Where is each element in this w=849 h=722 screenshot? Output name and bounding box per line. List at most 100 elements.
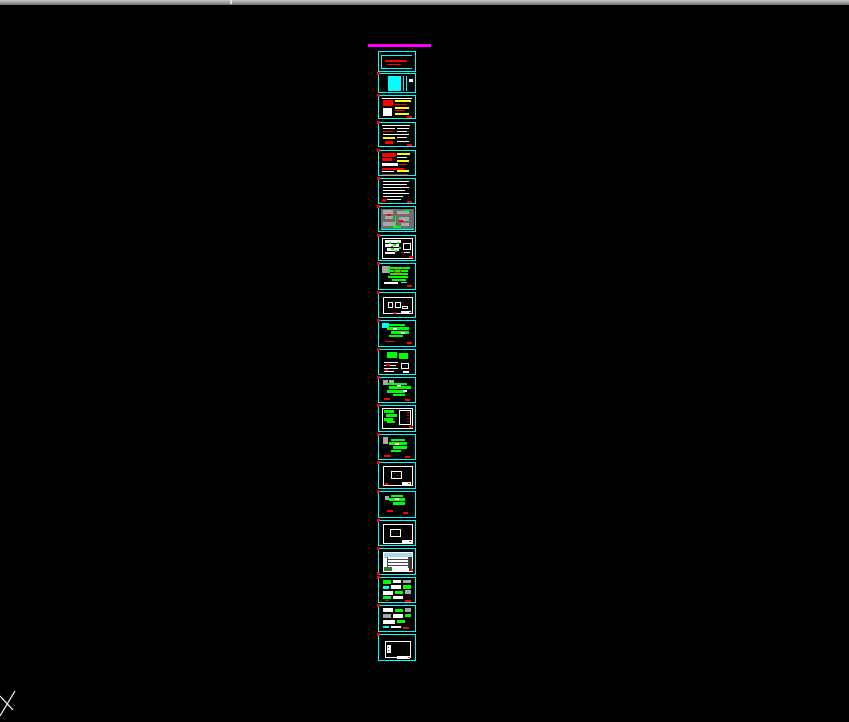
drawing-shape <box>409 541 411 542</box>
sheet-thumbnail-landscape-plan-3[interactable] <box>377 433 416 460</box>
drawing-shape <box>393 614 403 618</box>
drawing-shape <box>405 600 411 602</box>
sheet-thumbnail-rendering-sheet[interactable] <box>377 547 416 575</box>
drawing-shape <box>403 512 408 514</box>
drawing-shape <box>408 657 410 658</box>
drawing-shape <box>395 609 403 612</box>
sheet-thumbnail-detail-plan-2[interactable] <box>377 604 416 632</box>
drawing-shape <box>399 217 409 221</box>
drawing-shape <box>393 226 401 228</box>
drawing-shape <box>385 216 393 219</box>
drawing-shape <box>399 220 403 222</box>
drawing-shape <box>394 477 395 478</box>
drawing-shape <box>387 199 401 200</box>
drawing-shape <box>385 252 395 254</box>
drawing-shape <box>393 394 405 396</box>
drawing-shape <box>395 498 399 500</box>
drawing-shape <box>397 141 409 142</box>
drawing-shape <box>405 590 411 594</box>
drawing-shape <box>395 104 407 105</box>
drawing-shape <box>377 461 380 464</box>
sheet-thumbnail-detail-plan-1[interactable] <box>377 576 416 603</box>
drawing-shape <box>382 168 404 170</box>
drawing-shape <box>381 229 414 230</box>
magenta-polyline-entity[interactable] <box>368 44 431 47</box>
sheet-thumbnail-landscape-plan-2[interactable] <box>377 376 416 403</box>
drawing-shape <box>377 72 380 75</box>
model-space-viewport[interactable] <box>0 5 849 722</box>
drawing-shape <box>403 390 407 392</box>
drawing-shape <box>395 110 405 111</box>
drawing-shape <box>377 604 380 607</box>
drawing-shape <box>384 567 392 571</box>
drawing-shape <box>382 174 408 175</box>
drawing-shape <box>388 565 408 566</box>
drawing-shape <box>395 443 399 445</box>
drawing-shape <box>377 547 380 550</box>
drawing-shape <box>393 328 397 330</box>
drawing-shape <box>397 160 409 162</box>
drawing-shape <box>382 98 412 99</box>
drawing-shape <box>401 311 411 314</box>
drawing-shape <box>384 371 394 372</box>
toolbar-divider <box>230 0 232 4</box>
sheet-thumbnail-notes-sheet-1[interactable] <box>377 94 416 119</box>
drawing-shape <box>403 76 404 91</box>
drawing-shape <box>405 456 410 458</box>
drawing-shape <box>409 79 413 82</box>
sheet-thumbnail-cover-sheet[interactable] <box>378 51 416 72</box>
drawing-shape <box>397 153 410 155</box>
drawing-shape <box>392 279 406 281</box>
toolbar-strip[interactable] <box>0 0 849 5</box>
drawing-shape <box>383 608 393 612</box>
sheet-thumbnail-roof-plan[interactable] <box>377 490 416 518</box>
drawing-shape <box>387 383 407 385</box>
drawing-shape <box>407 412 409 413</box>
drawing-shape <box>383 524 413 544</box>
sheet-thumbnail-title-page[interactable] <box>377 72 416 93</box>
drawing-shape <box>387 421 395 423</box>
drawing-shape <box>407 415 409 416</box>
drawing-shape <box>383 591 393 595</box>
drawing-shape <box>383 187 409 188</box>
sheet-thumbnail-floor-plan-2[interactable] <box>377 262 416 290</box>
drawing-shape <box>377 490 380 493</box>
sheet-thumbnail-elevation-3[interactable] <box>377 519 416 546</box>
sheet-thumbnail-floor-plan-1[interactable] <box>377 234 416 261</box>
drawing-shape <box>383 620 395 624</box>
drawing-shape <box>391 331 409 334</box>
drawing-shape <box>393 244 396 246</box>
drawing-shape <box>385 369 388 371</box>
sheet-thumbnail-last-sheet[interactable] <box>377 633 416 661</box>
sheet-thumbnail-schedule-sheet[interactable] <box>377 149 416 176</box>
drawing-shape <box>394 306 395 307</box>
drawing-shape <box>397 128 409 129</box>
sheet-thumbnail-planting-plan[interactable] <box>377 404 416 432</box>
drawing-shape <box>387 327 409 330</box>
drawing-shape <box>391 248 394 250</box>
sheet-thumbnail-site-plan[interactable] <box>377 205 416 232</box>
drawing-shape <box>403 580 411 583</box>
sheet-thumbnail-notes-sheet-3[interactable] <box>377 177 416 204</box>
drawing-shape <box>383 193 409 194</box>
drawing-shape <box>399 353 408 359</box>
sheet-thumbnail-elevation-2[interactable] <box>377 461 416 489</box>
drawing-shape <box>391 626 401 628</box>
drawing-shape <box>397 242 399 244</box>
sheet-thumbnail-elevation-1[interactable] <box>377 291 416 318</box>
drawing-shape <box>395 100 411 102</box>
drawing-shape <box>383 222 395 226</box>
drawing-shape <box>401 332 405 334</box>
sheet-thumbnail-detail-sheet-1[interactable] <box>377 348 416 375</box>
sheet-thumbnail-notes-sheet-2[interactable] <box>377 121 416 147</box>
sheet-thumbnail-landscape-plan-1[interactable] <box>377 319 416 347</box>
drawing-shape <box>386 414 397 417</box>
drawing-shape <box>394 473 395 474</box>
drawing-shape <box>390 273 408 275</box>
drawing-shape <box>391 450 401 452</box>
drawing-shape <box>402 540 412 543</box>
drawing-shape <box>388 647 389 648</box>
drawing-shape <box>407 421 409 422</box>
drawing-shape <box>388 559 408 560</box>
